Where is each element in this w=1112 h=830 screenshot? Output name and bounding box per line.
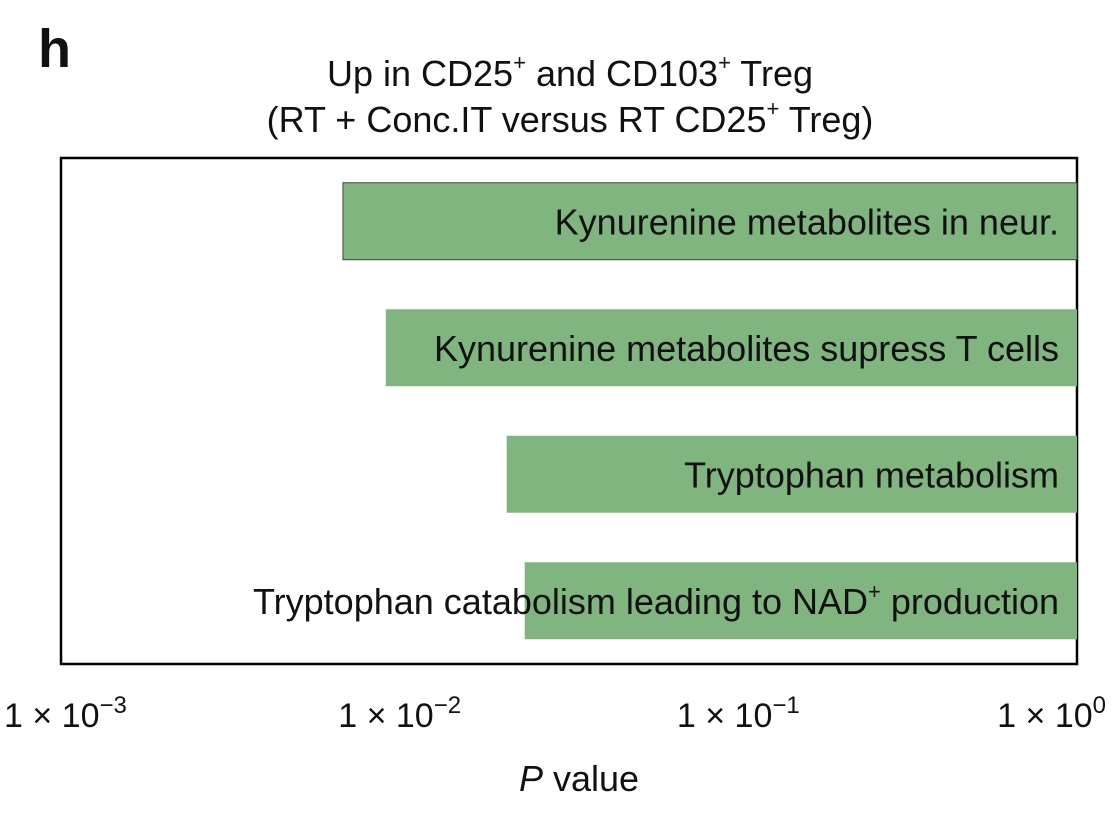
- title-text: Up in CD25: [327, 53, 514, 94]
- title-text: and CD103: [525, 53, 719, 94]
- x-tick-label: 1 × 10−1: [677, 692, 800, 735]
- x-tick-label: 1 × 10−3: [4, 692, 127, 735]
- bar-label: Tryptophan catabolism leading to NAD+ pr…: [253, 579, 1059, 622]
- bar: [385, 309, 1077, 387]
- title-superscript: +: [718, 50, 731, 75]
- bar-label: Kynurenine metabolites in neur.: [555, 201, 1059, 242]
- plot-frame: [59, 156, 1079, 666]
- bar: [524, 562, 1077, 640]
- x-tick-label: 1 × 100: [997, 692, 1106, 735]
- bar-label: Kynurenine metabolites supress T cells: [434, 328, 1059, 369]
- bar-label: Tryptophan metabolism: [684, 454, 1059, 495]
- x-tick-label: 1 × 10−2: [338, 692, 461, 735]
- chart-title-line-1: Up in CD25+ and CD103+ Treg: [0, 52, 1112, 94]
- chart-title-line-2: (RT + Conc.IT versus RT CD25+ Treg): [0, 98, 1112, 140]
- panel-label: h: [38, 19, 71, 79]
- title-text: (RT + Conc.IT versus RT CD25: [266, 99, 767, 140]
- bar: [506, 435, 1077, 513]
- title-superscript: +: [766, 96, 780, 121]
- title-text: Treg): [779, 99, 874, 140]
- title-text: Treg: [730, 53, 813, 94]
- x-axis-label: P value: [519, 758, 639, 799]
- title-superscript: +: [513, 50, 526, 75]
- bar: [342, 182, 1078, 261]
